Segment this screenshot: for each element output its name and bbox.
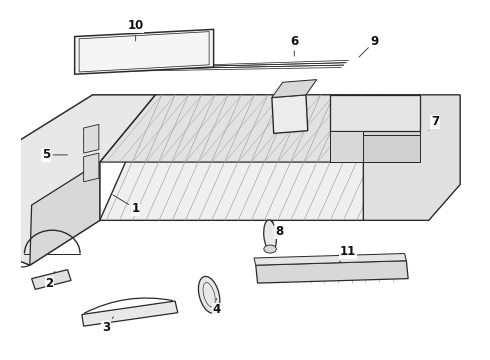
Text: 8: 8 [272,220,283,238]
Text: 10: 10 [127,19,144,41]
Polygon shape [364,135,420,162]
Text: 3: 3 [102,317,114,334]
Polygon shape [82,301,178,326]
Polygon shape [364,95,420,135]
Polygon shape [100,95,420,220]
Text: 2: 2 [46,271,55,289]
Polygon shape [330,95,420,131]
Ellipse shape [264,245,276,253]
Ellipse shape [198,276,220,313]
Polygon shape [74,30,214,74]
Polygon shape [330,131,364,162]
Polygon shape [272,95,308,134]
Polygon shape [79,32,209,72]
Polygon shape [254,253,406,265]
Text: 7: 7 [429,115,439,131]
Polygon shape [272,80,317,98]
Text: 6: 6 [290,35,298,56]
Text: 4: 4 [212,298,220,316]
Polygon shape [84,125,99,153]
Ellipse shape [264,220,276,251]
Polygon shape [84,153,99,182]
Polygon shape [7,95,155,265]
Polygon shape [100,95,420,162]
Text: 5: 5 [42,148,68,161]
Text: 9: 9 [359,35,379,57]
Polygon shape [32,270,71,289]
Polygon shape [364,95,460,220]
Polygon shape [30,162,100,265]
Text: 11: 11 [339,245,356,262]
Polygon shape [256,261,408,283]
Text: 1: 1 [113,195,140,215]
